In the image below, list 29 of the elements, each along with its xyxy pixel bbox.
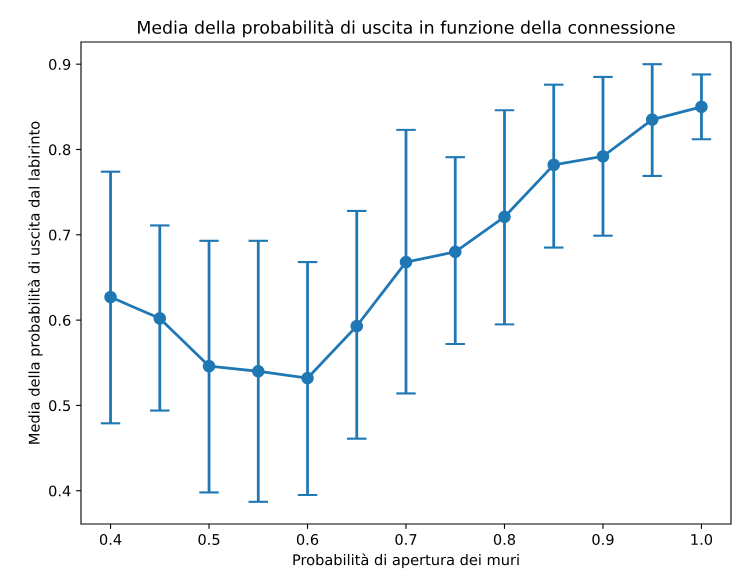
y-tick-label: 0.5 <box>49 400 70 412</box>
x-tick-label: 0.8 <box>494 534 516 546</box>
point <box>252 365 265 378</box>
point <box>104 290 117 304</box>
point <box>202 360 216 372</box>
x-tick-label: 0.6 <box>296 534 318 546</box>
x-tick-label: 0.4 <box>100 534 122 546</box>
y-tick-label: 0.6 <box>49 314 70 326</box>
y-axis-title: Media della probabilità di uscita dal labirinto <box>28 122 43 444</box>
point <box>154 312 166 325</box>
point <box>646 113 658 126</box>
y-tick-label: 0.4 <box>49 485 70 496</box>
x-tick-label: 0.9 <box>592 534 614 546</box>
point <box>498 210 511 224</box>
x-tick-label: 0.7 <box>395 534 416 546</box>
y-tick-label: 0.7 <box>49 230 70 241</box>
point <box>547 158 560 172</box>
x-axis-title: Probabilità di apertura dei muri <box>293 553 519 568</box>
point <box>301 372 314 384</box>
point <box>350 320 364 332</box>
y-tick-label: 0.8 <box>49 144 70 156</box>
point <box>448 246 462 258</box>
point <box>695 100 708 114</box>
y-tick-label: 0.9 <box>49 58 70 70</box>
chart-title: Media della probabilità di uscita in funzione della connessione <box>138 20 675 38</box>
point <box>596 150 610 163</box>
x-tick-label: 1.0 <box>691 534 712 546</box>
point <box>400 256 412 268</box>
x-tick-label: 0.5 <box>198 534 220 546</box>
